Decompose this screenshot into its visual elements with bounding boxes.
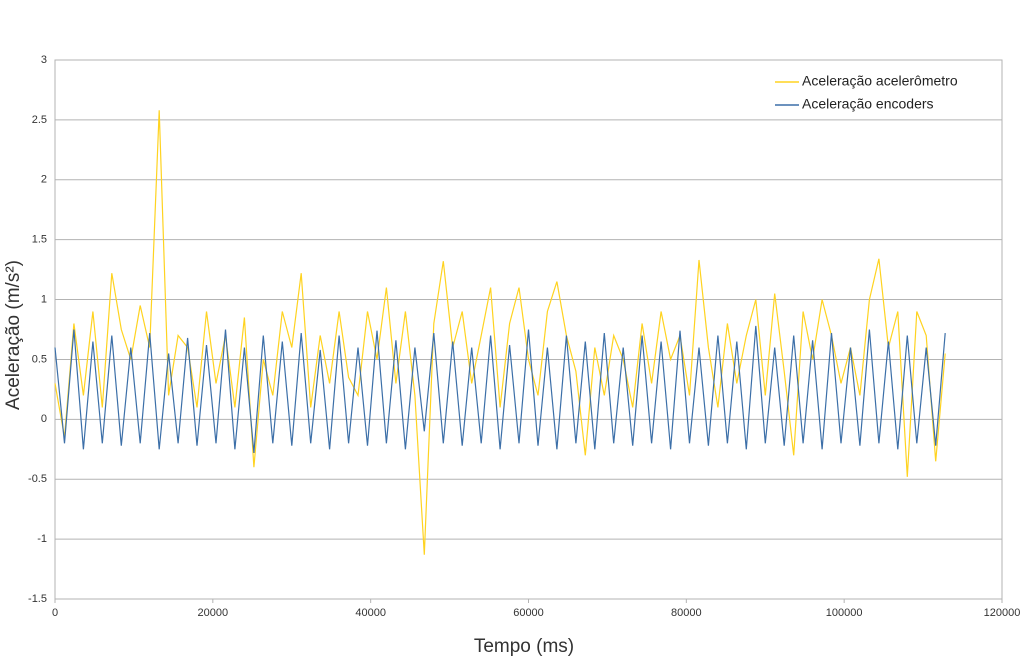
y-tick-label: 2 xyxy=(41,174,47,186)
y-axis-title: Aceleração (m/s²) xyxy=(3,260,24,410)
x-tick-label: 0 xyxy=(52,607,58,619)
x-axis-title: Tempo (ms) xyxy=(474,636,574,657)
y-tick-label: 3 xyxy=(41,54,47,66)
x-tick-label: 40000 xyxy=(355,607,386,619)
y-tick-label: -1 xyxy=(37,533,47,545)
x-tick-label: 20000 xyxy=(198,607,229,619)
series-line xyxy=(54,325,946,453)
y-tick-label: 0.5 xyxy=(32,353,47,365)
y-tick-label: 1 xyxy=(41,293,47,305)
y-tick-label: 1.5 xyxy=(32,234,47,246)
x-tick-label: 120000 xyxy=(984,607,1021,619)
plot-frame xyxy=(54,59,1003,600)
legend-text: Aceleração acelerômetro xyxy=(802,73,958,89)
x-tick-label: 60000 xyxy=(513,607,544,619)
legend-text: Aceleração encoders xyxy=(802,96,934,112)
series-line xyxy=(54,110,946,555)
y-tick-label: -0.5 xyxy=(28,473,47,485)
x-tick-label: 100000 xyxy=(826,607,863,619)
y-tick-label: -1.5 xyxy=(28,593,47,605)
y-tick-label: 0 xyxy=(41,413,47,425)
x-tick-label: 80000 xyxy=(671,607,702,619)
y-tick-label: 2.5 xyxy=(32,114,47,126)
